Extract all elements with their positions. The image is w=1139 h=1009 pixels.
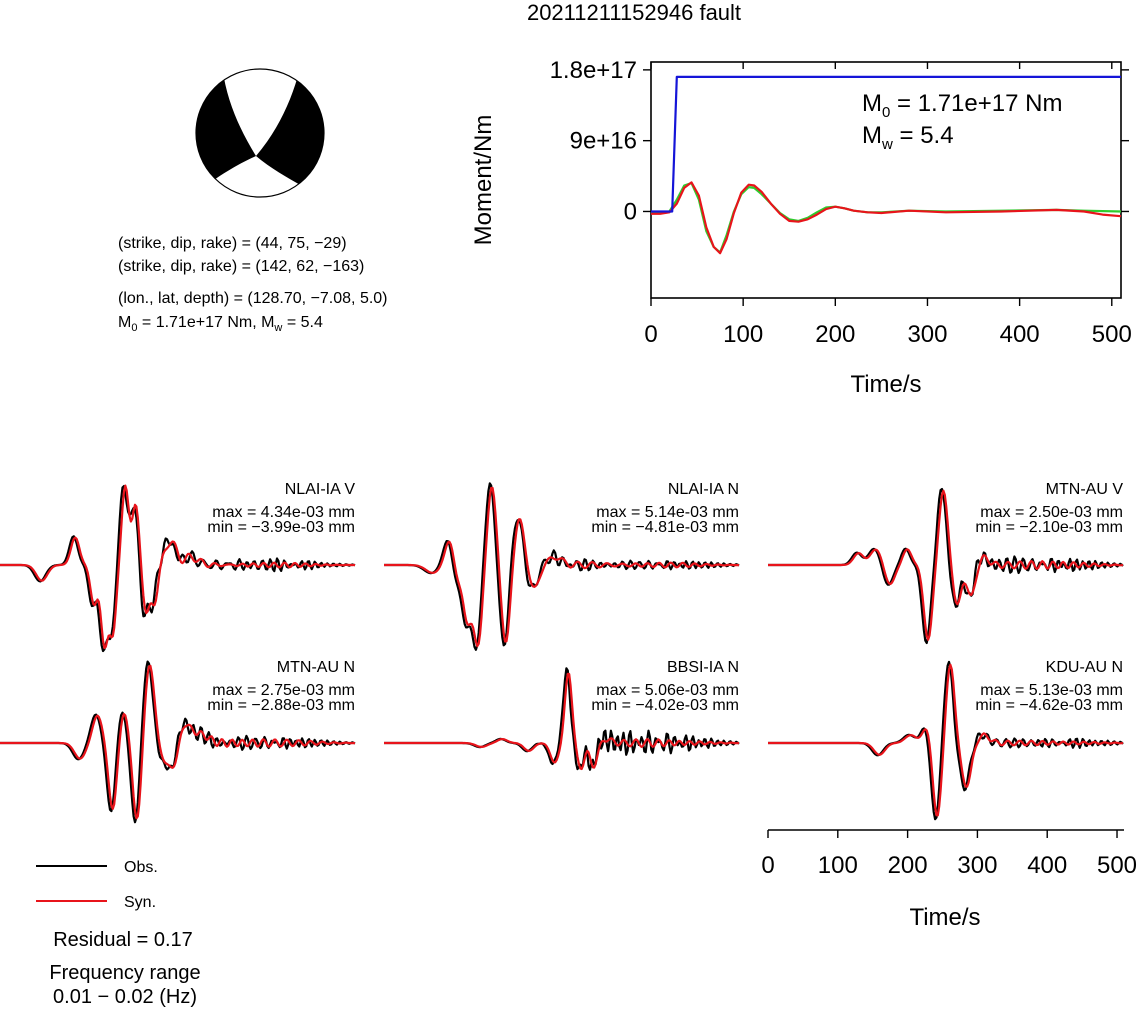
moment-y-tick-label: 0 bbox=[624, 198, 637, 225]
moment-y-label: Moment/Nm bbox=[470, 115, 497, 246]
legend-obs-label: Obs. bbox=[124, 859, 158, 876]
waveform-max-label: max = 5.14e-03 mm bbox=[596, 504, 739, 521]
moment-x-label: Time/s bbox=[850, 371, 921, 398]
waveform-station-label: MTN-AU V bbox=[1046, 481, 1124, 498]
frequency-range-label: Frequency range bbox=[49, 962, 200, 984]
waveform-syn-trace bbox=[0, 664, 356, 820]
moment-x-tick-label: 200 bbox=[815, 321, 855, 348]
waveform-min-label: min = −3.99e-03 mm bbox=[207, 519, 355, 536]
waveform-syn-trace bbox=[384, 486, 740, 648]
nodal-plane-1: (strike, dip, rake) = (44, 75, −29) bbox=[118, 235, 347, 252]
moment-series-1 bbox=[651, 182, 1122, 254]
moment-rate-chart: 0 100 200 300 400 500 0 9e+16 1.8e+17 Time/s Mo… bbox=[470, 57, 1132, 398]
waveform-min-label: min = −2.10e-03 mm bbox=[975, 519, 1123, 536]
moment-x-tick-label: 400 bbox=[1000, 321, 1040, 348]
legend: Obs. Syn. bbox=[36, 859, 158, 911]
moment-series-2 bbox=[651, 181, 1122, 255]
waveform-x-tick-label: 500 bbox=[1097, 852, 1137, 879]
waveform-min-label: min = −4.81e-03 mm bbox=[591, 519, 739, 536]
moment-series-0 bbox=[651, 75, 1121, 213]
figure-title: 20211211152946 fault bbox=[527, 0, 741, 25]
waveform-syn-trace bbox=[768, 489, 1124, 641]
moment-y-tick-label: 9e+16 bbox=[570, 128, 637, 155]
waveform-x-tick-label: 200 bbox=[888, 852, 928, 879]
moment-x-tick-label: 100 bbox=[723, 321, 763, 348]
moment-x-axis: 0 100 200 300 400 500 bbox=[644, 62, 1132, 348]
legend-syn-label: Syn. bbox=[124, 894, 156, 911]
moment-y-axis: 0 9e+16 1.8e+17 bbox=[550, 57, 1129, 225]
waveform-min-label: min = −2.88e-03 mm bbox=[207, 697, 355, 714]
waveform-time-axis: 0 100 200 300 400 500 bbox=[761, 829, 1137, 879]
waveform-max-label: max = 4.34e-03 mm bbox=[212, 504, 355, 521]
waveform-station-label: NLAI-IA N bbox=[668, 481, 739, 498]
moment-x-tick-label: 0 bbox=[644, 321, 657, 348]
moment-annotation-mw: Mw = 5.4 bbox=[862, 122, 954, 153]
waveform-syn-trace bbox=[384, 672, 740, 771]
moment-series-group bbox=[651, 75, 1122, 255]
moment-magnitude-info: M0 = 1.71e+17 Nm, Mw = 5.4 bbox=[118, 314, 323, 334]
waveform-station-label: BBSI-IA N bbox=[667, 659, 739, 676]
waveform-max-label: max = 5.13e-03 mm bbox=[980, 682, 1123, 699]
waveform-station-label: MTN-AU N bbox=[277, 659, 355, 676]
waveform-max-label: max = 5.06e-03 mm bbox=[596, 682, 739, 699]
waveform-syn-trace bbox=[768, 663, 1124, 817]
waveform-syn-trace bbox=[0, 484, 355, 650]
residual-text: Residual = 0.17 bbox=[53, 929, 193, 951]
waveform-x-tick-label: 0 bbox=[761, 852, 774, 879]
waveform-x-tick-label: 300 bbox=[957, 852, 997, 879]
waveform-max-label: max = 2.50e-03 mm bbox=[980, 504, 1123, 521]
moment-y-tick-label: 1.8e+17 bbox=[550, 57, 637, 84]
frequency-range-value: 0.01 − 0.02 (Hz) bbox=[53, 986, 197, 1008]
waveform-x-label: Time/s bbox=[909, 904, 980, 931]
waveform-min-label: min = −4.62e-03 mm bbox=[975, 697, 1123, 714]
waveform-station-label: KDU-AU N bbox=[1046, 659, 1123, 676]
focal-mechanism-beachball bbox=[195, 68, 325, 198]
waveform-max-label: max = 2.75e-03 mm bbox=[212, 682, 355, 699]
moment-plot-frame bbox=[650, 61, 1122, 299]
waveform-min-label: min = −4.02e-03 mm bbox=[591, 697, 739, 714]
moment-x-tick-label: 500 bbox=[1092, 321, 1132, 348]
waveform-x-tick-label: 400 bbox=[1027, 852, 1067, 879]
moment-annotation-m0: M0 = 1.71e+17 Nm bbox=[862, 90, 1062, 121]
waveform-station-label: NLAI-IA V bbox=[285, 481, 356, 498]
moment-x-tick-label: 300 bbox=[907, 321, 947, 348]
hypocenter-info: (lon., lat, depth) = (128.70, −7.08, 5.0… bbox=[118, 290, 388, 307]
waveform-x-tick-label: 100 bbox=[818, 852, 858, 879]
nodal-plane-2: (strike, dip, rake) = (142, 62, −163) bbox=[118, 258, 364, 275]
